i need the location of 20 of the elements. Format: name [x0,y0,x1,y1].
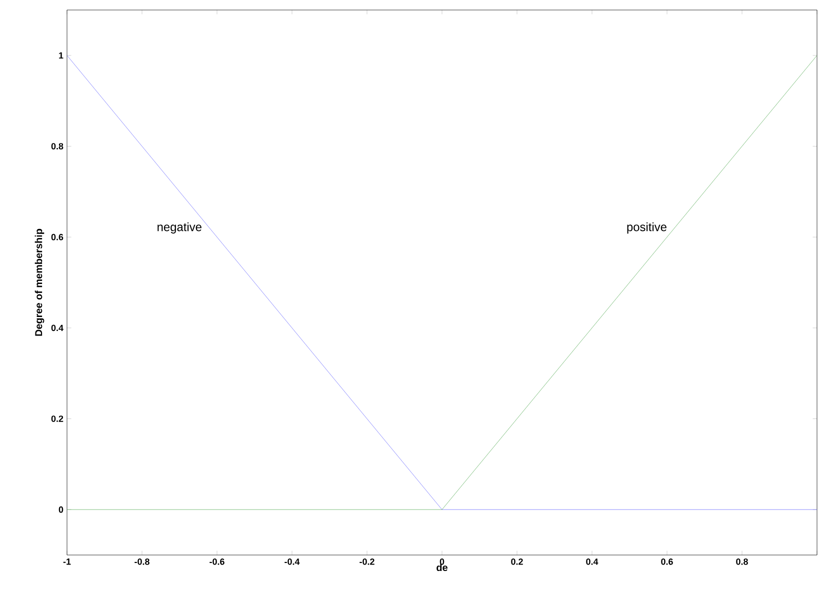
y-tick-label: 1 [59,52,64,58]
x-tick-label: -0.6 [210,558,224,565]
x-axis-title: de [436,564,448,572]
y-axis-title: Degree of membership [34,228,44,336]
x-tick-label: 0.2 [511,558,523,565]
x-tick-label: 0 [440,558,444,565]
x-tick-label: -0.2 [360,558,374,565]
y-tick-label: 0.4 [51,324,64,332]
y-tick-label: 0.6 [51,234,64,240]
series-label: negative [158,222,202,234]
x-tick-label: -0.4 [284,558,300,565]
x-tick-label: 0.4 [586,558,598,565]
y-tick-label: 0.2 [51,416,64,422]
x-tick-label: -0.8 [134,558,150,565]
y-tick-label: 0.8 [51,143,64,150]
x-tick-label: -1 [63,558,71,565]
series-label: positive [627,222,666,234]
x-tick-label: 0.6 [661,558,673,565]
x-tick-label: 0.8 [736,558,748,565]
y-tick-label: 0 [58,506,64,513]
